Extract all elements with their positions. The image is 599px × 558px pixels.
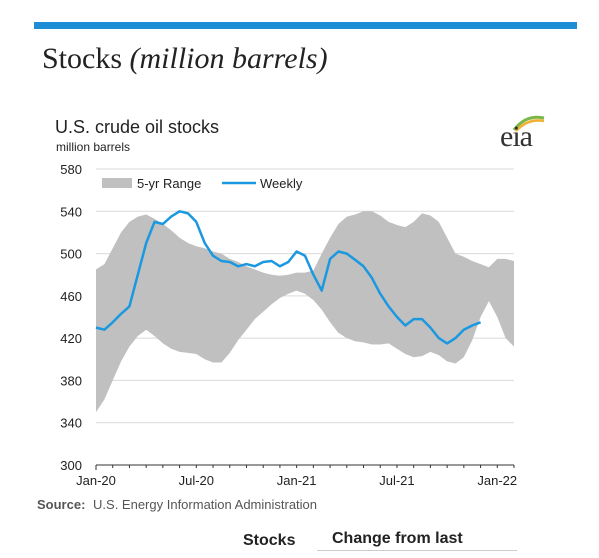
chart-title: U.S. crude oil stocks (55, 117, 219, 137)
x-tick-label: Jul-21 (379, 473, 414, 488)
section-title: Stocks (million barrels) (42, 42, 328, 76)
column-header-change: Change from last (332, 530, 463, 547)
column-header-change-cell: Change from last (317, 520, 517, 551)
column-header-stocks: Stocks (243, 532, 296, 549)
weekly-series-line (95, 210, 482, 345)
y-tick-label: 420 (60, 331, 82, 346)
y-tick-label: 380 (60, 373, 82, 388)
eia-logo-arc (512, 115, 545, 132)
source-line: Source: U.S. Energy Information Administ… (37, 497, 317, 512)
eia-logo-text: eia (500, 120, 533, 153)
source-label: Source: (37, 497, 85, 512)
eia-logo: eia (500, 112, 550, 153)
x-tick-label: Jan-20 (76, 473, 116, 488)
chart-subtitle: million barrels (56, 140, 130, 154)
top-rule (34, 22, 577, 29)
legend-range-swatch (102, 178, 132, 188)
x-tick-label: Jan-21 (277, 473, 317, 488)
source-text: U.S. Energy Information Administration (93, 497, 317, 512)
y-tick-label: 340 (60, 416, 82, 431)
y-tick-labels: 300 340 380 420 460 500 540 580 (60, 162, 82, 473)
section-title-units: (million barrels) (129, 42, 328, 75)
axes (95, 464, 515, 470)
section-title-text: Stocks (42, 42, 123, 75)
y-tick-label: 500 (60, 247, 82, 262)
y-tick-label: 460 (60, 289, 82, 304)
five-year-range-area (96, 211, 514, 413)
y-tick-label: 300 (60, 458, 82, 473)
legend-weekly-label: Weekly (260, 176, 303, 191)
y-tick-label: 580 (60, 162, 82, 177)
x-tick-labels: Jan-20 Jul-20 Jan-21 Jul-21 Jan-22 (76, 473, 517, 488)
stocks-table-header: Stocks Change from last (0, 520, 599, 558)
x-tick-label: Jul-20 (179, 473, 214, 488)
legend: 5-yr Range Weekly (102, 176, 303, 191)
legend-range-label: 5-yr Range (137, 176, 201, 191)
y-tick-label: 540 (60, 204, 82, 219)
x-tick-label: Jan-22 (477, 473, 517, 488)
